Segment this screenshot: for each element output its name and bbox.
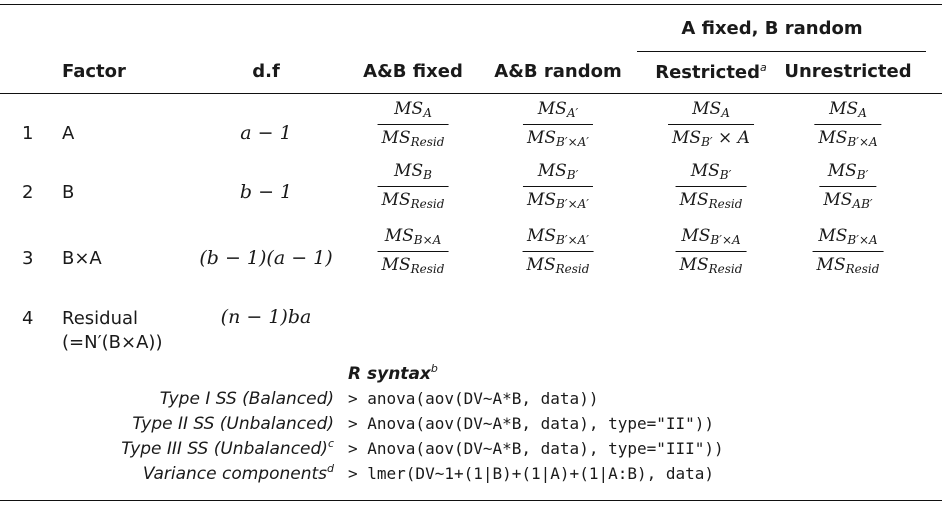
syntax-label-type-iii: Type III SS (Unbalanced)c: [121, 437, 334, 459]
table-bottom-rule: [0, 500, 942, 501]
numerator: MSA′: [537, 99, 579, 120]
row-2-ab-fixed-ratio: MSB MSResid: [377, 161, 449, 210]
row-1-ab-random-ratio: MSA′ MSB′×A′: [522, 99, 594, 148]
row-1-number: 1: [22, 123, 34, 144]
denominator: MSB′×A: [814, 124, 882, 148]
row-3-number: 3: [22, 248, 34, 269]
r-syntax-title: R syntaxb: [348, 362, 438, 384]
row-2-restricted-ratio: MSB′ MSResid: [675, 161, 747, 210]
denominator: MSResid: [377, 186, 449, 210]
r-syntax-footnote-marker: b: [430, 362, 438, 375]
denominator: MSB′×A′: [522, 124, 594, 148]
numerator: MSB′×A: [818, 226, 878, 247]
table-top-rule: [0, 4, 942, 5]
column-header-unrestricted: Unrestricted: [784, 61, 912, 82]
row-1-ab-fixed-ratio: MSA MSResid: [377, 99, 449, 148]
row-2-unrestricted-ratio: MSB′ MSAB′: [819, 161, 877, 210]
numerator: MSB′×A′: [526, 226, 590, 247]
denominator: MSResid: [812, 251, 884, 275]
numerator: MSB′: [827, 161, 869, 182]
denominator: MSResid: [675, 251, 747, 275]
syntax-code-variance-components: > lmer(DV~1+(1|B)+(1|A)+(1|A:B), data): [348, 464, 715, 483]
group-header-rule: [637, 51, 926, 52]
row-2-ab-random-ratio: MSB′ MSB′×A′: [522, 161, 594, 210]
row-1-df: a − 1: [240, 122, 292, 144]
restricted-label: Restricted: [655, 62, 761, 83]
denominator: MSB′ × A: [668, 124, 754, 148]
syntax-code-type-i: > anova(aov(DV~A*B, data)): [348, 389, 599, 408]
header-rule: [0, 93, 942, 94]
numerator: MSB′×A: [681, 226, 741, 247]
row-2-number: 2: [22, 182, 34, 203]
row-2-factor: B: [62, 182, 75, 203]
denominator: MSResid: [522, 251, 594, 275]
row-1-restricted-ratio: MSA MSB′ × A: [668, 101, 754, 148]
numerator: MSB: [394, 161, 432, 182]
column-header-ab-random: A&B random: [494, 61, 622, 82]
row-3-restricted-ratio: MSB′×A MSResid: [675, 226, 747, 275]
row-3-unrestricted-ratio: MSB′×A MSResid: [812, 226, 884, 275]
row-4-factor: Residual: [62, 308, 139, 329]
row-3-ab-fixed-ratio: MSB×A MSResid: [377, 226, 449, 275]
column-header-ab-fixed: A&B fixed: [363, 61, 463, 82]
column-header-restricted: Restricteda: [655, 61, 767, 83]
syntax-label-variance-components: Variance componentsd: [142, 462, 334, 484]
numerator: MSB×A: [384, 226, 442, 247]
numerator: MSA: [829, 99, 867, 120]
numerator: MSB′: [690, 161, 732, 182]
denominator: MSResid: [377, 124, 449, 148]
row-4-df: (n − 1)ba: [220, 306, 312, 328]
restricted-footnote-marker: a: [760, 61, 767, 74]
column-header-df: d.f: [252, 61, 280, 82]
numerator: MSB′: [537, 161, 579, 182]
group-header-a-fixed-b-random: A fixed, B random: [681, 18, 863, 39]
row-2-df: b − 1: [239, 181, 293, 203]
row-4-number: 4: [22, 308, 34, 329]
denominator: MSResid: [377, 251, 449, 275]
numerator: MSA: [394, 99, 432, 120]
denominator: MSB′×A′: [522, 186, 594, 210]
row-3-ab-random-ratio: MSB′×A′ MSResid: [522, 226, 594, 275]
denominator: MSResid: [675, 186, 747, 210]
syntax-code-type-ii: > Anova(aov(DV~A*B, data), type="II")): [348, 414, 715, 433]
row-1-factor: A: [62, 123, 75, 144]
row-4-factor-detail: (=N′(B×A)): [62, 332, 163, 353]
row-3-df: (b − 1)(a − 1): [199, 247, 333, 269]
numerator: MSA: [692, 99, 730, 120]
syntax-label-type-ii: Type II SS (Unbalanced): [132, 414, 334, 434]
row-3-factor: B×A: [62, 248, 102, 269]
syntax-label-type-i: Type I SS (Balanced): [159, 389, 334, 409]
denominator: MSAB′: [819, 186, 877, 210]
row-1-unrestricted-ratio: MSA MSB′×A: [814, 99, 882, 148]
column-header-factor: Factor: [62, 61, 126, 82]
syntax-code-type-iii: > Anova(aov(DV~A*B, data), type="III")): [348, 439, 724, 458]
